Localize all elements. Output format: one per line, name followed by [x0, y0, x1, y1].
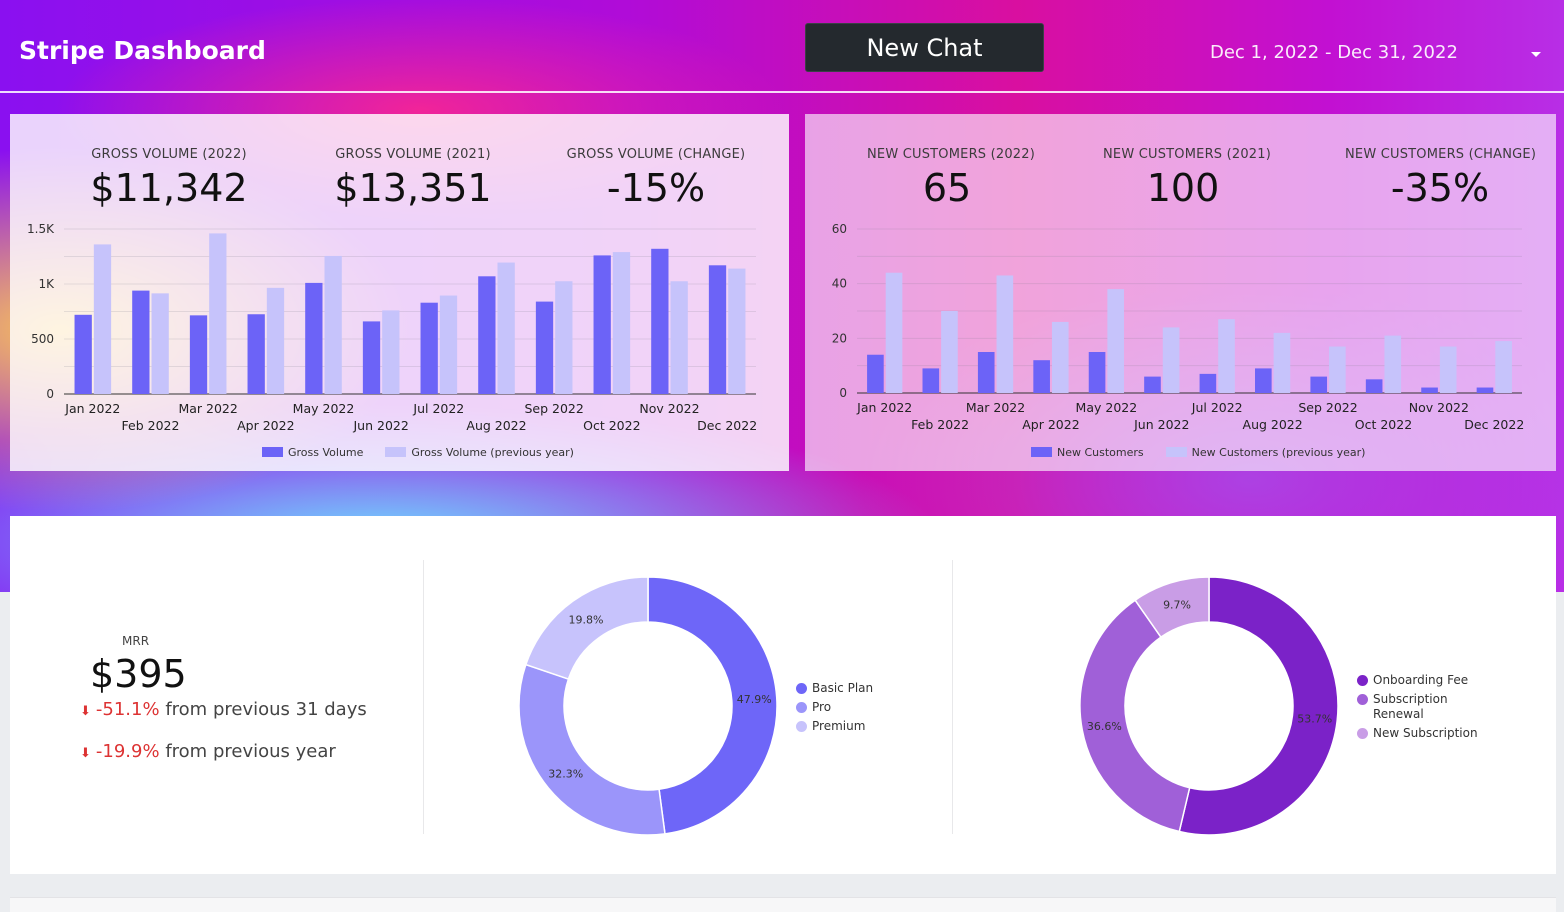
- mrr-card: [10, 516, 1556, 874]
- chevron-down-icon: [1531, 52, 1541, 57]
- legend-item[interactable]: Gross Volume: [262, 446, 363, 459]
- kpi-label: GROSS VOLUME (2022): [91, 147, 247, 162]
- plans-legend: Basic Plan Pro Premium: [796, 681, 873, 738]
- date-range-label: Dec 1, 2022 - Dec 31, 2022: [1210, 42, 1458, 63]
- legend-item[interactable]: Subscription Renewal: [1357, 692, 1482, 722]
- legend-dot: [1357, 675, 1368, 686]
- kpi-new-customers-2021: NEW CUSTOMERS (2021) 100: [1103, 147, 1272, 210]
- legend-label: Premium: [812, 719, 866, 733]
- mrr-label: MRR: [122, 634, 150, 648]
- legend-item[interactable]: Pro: [796, 700, 873, 715]
- arrow-down-icon: ⬇: [80, 746, 91, 761]
- legend-label: Basic Plan: [812, 681, 874, 695]
- legend-dot: [1357, 728, 1368, 739]
- date-range-selector[interactable]: Dec 1, 2022 - Dec 31, 2022: [1210, 42, 1545, 68]
- kpi-value: 65: [922, 166, 972, 210]
- arrow-down-icon: ⬇: [80, 704, 91, 719]
- kpi-new-customers-2022: NEW CUSTOMERS (2022) 65: [867, 147, 1036, 210]
- legend-item[interactable]: New Customers (previous year): [1165, 446, 1366, 459]
- legend-swatch: [1165, 447, 1187, 457]
- kpi-gross-volume-2022: GROSS VOLUME (2022) $11,342: [89, 147, 249, 210]
- kpi-label: NEW CUSTOMERS (2021): [1103, 147, 1272, 162]
- fees-legend: Onboarding Fee Subscription Renewal New …: [1357, 673, 1482, 745]
- kpi-new-customers-change: NEW CUSTOMERS (CHANGE) -35%: [1345, 147, 1537, 210]
- legend-label: Pro: [812, 700, 832, 714]
- legend-item[interactable]: Basic Plan: [796, 681, 873, 696]
- legend-label: Onboarding Fee: [1373, 673, 1469, 687]
- legend-label: Gross Volume: [288, 446, 364, 459]
- new-customers-panel: [805, 114, 1556, 471]
- kpi-value: -35%: [1390, 166, 1490, 210]
- legend-dot: [796, 721, 807, 732]
- mrr-delta-previous-period: ⬇ -51.1% from previous 31 days: [80, 699, 367, 720]
- legend-item[interactable]: Premium: [796, 719, 873, 734]
- kpi-label: GROSS VOLUME (2021): [335, 147, 491, 162]
- legend-swatch: [1031, 447, 1052, 457]
- kpi-value: $13,351: [334, 166, 492, 210]
- kpi-value: 100: [1146, 166, 1220, 210]
- kpi-label: GROSS VOLUME (CHANGE): [566, 147, 746, 162]
- legend-dot: [1357, 694, 1368, 705]
- column-divider: [952, 560, 953, 834]
- kpi-gross-volume-2021: GROSS VOLUME (2021) $13,351: [333, 147, 493, 210]
- legend-item[interactable]: New Subscription: [1357, 726, 1482, 741]
- legend-label: Subscription Renewal: [1373, 692, 1448, 721]
- legend-swatch: [385, 447, 407, 457]
- legend-label: New Customers: [1057, 446, 1144, 459]
- new-chat-button[interactable]: New Chat: [805, 23, 1044, 72]
- kpi-gross-volume-change: GROSS VOLUME (CHANGE) -15%: [566, 147, 746, 210]
- legend-label: New Customers (previous year): [1191, 446, 1366, 459]
- legend-item[interactable]: Onboarding Fee: [1357, 673, 1482, 688]
- header-divider: [0, 91, 1564, 93]
- delta-text: from previous 31 days: [165, 699, 367, 720]
- page-title: Stripe Dashboard: [19, 36, 266, 65]
- mrr-value: $395: [90, 652, 187, 696]
- gross-volume-legend: Gross Volume Gross Volume (previous year…: [262, 446, 574, 459]
- next-section-edge: [10, 897, 1556, 912]
- legend-dot: [796, 683, 807, 694]
- mrr-delta-previous-year: ⬇ -19.9% from previous year: [80, 741, 336, 762]
- legend-swatch: [262, 447, 283, 457]
- kpi-label: NEW CUSTOMERS (CHANGE): [1345, 147, 1537, 162]
- kpi-label: NEW CUSTOMERS (2022): [867, 147, 1036, 162]
- legend-item[interactable]: New Customers: [1031, 446, 1144, 459]
- legend-label: New Subscription: [1373, 726, 1478, 740]
- column-divider: [423, 560, 424, 834]
- kpi-value: $11,342: [90, 166, 248, 210]
- delta-percent: -19.9%: [95, 741, 160, 762]
- legend-label: Gross Volume (previous year): [411, 446, 574, 459]
- new-customers-legend: New Customers New Customers (previous ye…: [1031, 446, 1365, 459]
- legend-dot: [796, 702, 807, 713]
- delta-percent: -51.1%: [95, 699, 160, 720]
- delta-text: from previous year: [165, 741, 336, 762]
- kpi-value: -15%: [606, 166, 706, 210]
- legend-item[interactable]: Gross Volume (previous year): [385, 446, 574, 459]
